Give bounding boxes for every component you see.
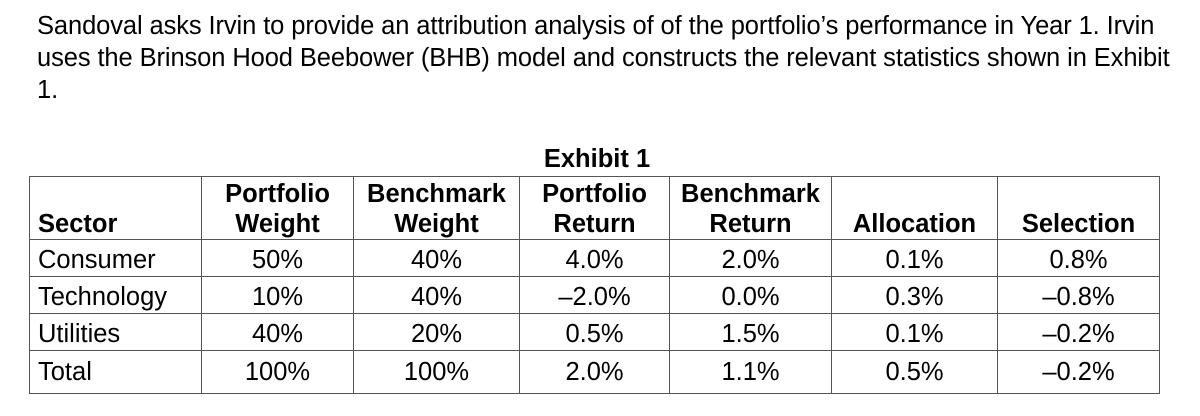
cell-portfolio-return: 2.0% <box>519 350 670 394</box>
table-row: Consumer 50% 40% 4.0% 2.0% 0.1% 0.8% <box>29 239 1160 277</box>
cell-benchmark-weight: 100% <box>353 350 520 394</box>
header-selection: Selection <box>997 176 1160 240</box>
cell-benchmark-return: 1.5% <box>669 313 832 351</box>
cell-allocation: 0.1% <box>831 313 998 351</box>
cell-portfolio-weight: 40% <box>201 313 354 351</box>
header-portfolio-return: Portfolio Return <box>519 176 670 240</box>
cell-benchmark-weight: 40% <box>353 239 520 277</box>
cell-sector: Technology <box>29 276 202 314</box>
cell-portfolio-return: 4.0% <box>519 239 670 277</box>
cell-portfolio-weight: 50% <box>201 239 354 277</box>
header-row: Sector Portfolio Weight Benchmark Weight P… <box>29 176 1160 240</box>
cell-portfolio-weight: 100% <box>201 350 354 394</box>
cell-portfolio-return: –2.0% <box>519 276 670 314</box>
cell-portfolio-return: 0.5% <box>519 313 670 351</box>
exhibit-title: Exhibit 1 <box>543 145 651 173</box>
cell-benchmark-return: 0.0% <box>669 276 832 314</box>
header-sector: Sector <box>29 176 202 240</box>
table-row: Utilities 40% 20% 0.5% 1.5% 0.1% –0.2% <box>29 313 1160 351</box>
cell-portfolio-weight: 10% <box>201 276 354 314</box>
cell-benchmark-return: 2.0% <box>669 239 832 277</box>
intro-paragraph: Sandoval asks Irvin to provide an attrib… <box>37 12 1170 104</box>
cell-allocation: 0.3% <box>831 276 998 314</box>
header-allocation: Allocation <box>831 176 998 240</box>
table-row: Technology 10% 40% –2.0% 0.0% 0.3% –0.8% <box>29 276 1160 314</box>
header-benchmark-weight: Benchmark Weight <box>353 176 520 240</box>
cell-benchmark-weight: 20% <box>353 313 520 351</box>
cell-sector: Consumer <box>29 239 202 277</box>
cell-allocation: 0.1% <box>831 239 998 277</box>
exhibit-table: Sector Portfolio Weight Benchmark Weight P… <box>29 176 1160 394</box>
cell-benchmark-weight: 40% <box>353 276 520 314</box>
cell-selection: –0.8% <box>997 276 1160 314</box>
cell-sector: Total <box>29 350 202 394</box>
header-benchmark-return: Benchmark Return <box>669 176 832 240</box>
cell-selection: 0.8% <box>997 239 1160 277</box>
cell-sector: Utilities <box>29 313 202 351</box>
cell-selection: –0.2% <box>997 313 1160 351</box>
table-row-total: Total 100% 100% 2.0% 1.1% 0.5% –0.2% <box>29 350 1160 394</box>
cell-selection: –0.2% <box>997 350 1160 394</box>
cell-benchmark-return: 1.1% <box>669 350 832 394</box>
header-portfolio-weight: Portfolio Weight <box>201 176 354 240</box>
cell-allocation: 0.5% <box>831 350 998 394</box>
